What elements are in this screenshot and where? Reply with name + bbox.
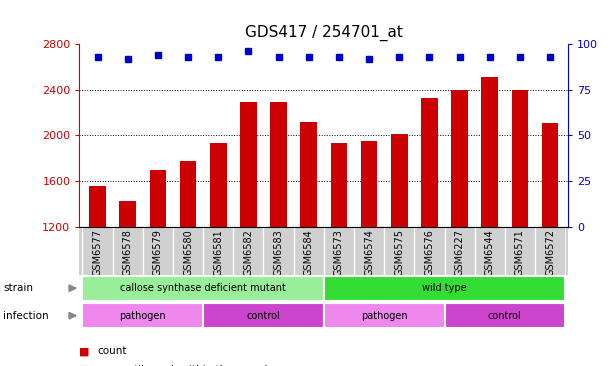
Text: GSM6580: GSM6580 [183,229,193,276]
Text: count: count [98,346,127,356]
Text: GSM6583: GSM6583 [274,229,284,276]
Bar [542,123,558,364]
Text: ■: ■ [79,365,90,366]
Text: GSM6227: GSM6227 [455,229,464,276]
Text: GSM6577: GSM6577 [92,229,103,276]
Text: GSM6579: GSM6579 [153,229,163,276]
Bar [475,227,505,274]
Text: GSM6573: GSM6573 [334,229,344,276]
Bar [360,141,378,364]
Bar [324,276,565,300]
Text: control: control [488,311,522,321]
Text: strain: strain [3,283,33,293]
Bar [210,143,227,364]
Text: GSM6574: GSM6574 [364,229,374,276]
Bar [143,227,173,274]
Bar [384,227,414,274]
Bar [112,227,143,274]
Bar [505,227,535,274]
Bar [263,227,294,274]
Text: GSM6544: GSM6544 [485,229,495,276]
Bar [414,227,445,274]
Text: GSM6584: GSM6584 [304,229,313,276]
Text: pathogen: pathogen [361,311,408,321]
Text: GSM6575: GSM6575 [394,229,404,276]
Bar [233,227,263,274]
Bar [270,102,287,364]
Bar [445,303,565,328]
Bar [82,303,203,328]
Bar [82,227,112,274]
Text: percentile rank within the sample: percentile rank within the sample [98,365,274,366]
Text: pathogen: pathogen [120,311,166,321]
Bar [421,98,437,364]
Bar [481,77,498,364]
Bar [150,170,166,364]
Bar [203,303,324,328]
Bar [173,227,203,274]
Bar [240,102,257,364]
Text: control: control [247,311,280,321]
Bar [294,227,324,274]
Title: GDS417 / 254701_at: GDS417 / 254701_at [245,25,403,41]
Text: GSM6582: GSM6582 [243,229,254,276]
Bar [301,122,317,364]
Text: GSM6578: GSM6578 [123,229,133,276]
Bar [324,303,445,328]
Bar [511,90,529,364]
Text: wild type: wild type [422,283,467,293]
Bar [445,227,475,274]
Bar [89,186,106,364]
Bar [535,227,565,274]
Text: GSM6572: GSM6572 [545,229,555,276]
Text: GSM6576: GSM6576 [425,229,434,276]
Bar [119,201,136,364]
Bar [180,161,196,364]
Bar [452,90,468,364]
Text: infection: infection [3,311,49,321]
Text: callose synthase deficient mutant: callose synthase deficient mutant [120,283,286,293]
Bar [203,227,233,274]
Text: GSM6571: GSM6571 [515,229,525,276]
Text: ■: ■ [79,346,90,356]
Bar [331,143,347,364]
Text: GSM6581: GSM6581 [213,229,223,276]
Bar [82,276,324,300]
Bar [354,227,384,274]
Bar [324,227,354,274]
Bar [391,134,408,364]
